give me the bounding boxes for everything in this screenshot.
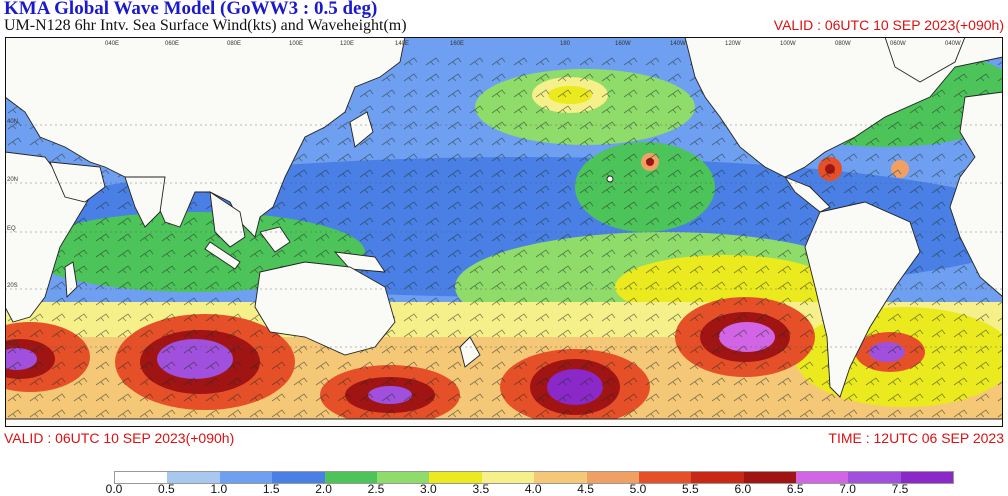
- color-legend: [114, 471, 955, 484]
- lon-label: 120W: [725, 41, 741, 47]
- legend-label: 6.5: [786, 482, 804, 496]
- lon-label: 120E: [340, 41, 354, 47]
- legend-label: 4.0: [524, 482, 542, 496]
- legend-swatch: [167, 472, 220, 483]
- land-new-guinea: [333, 251, 386, 273]
- legend-label: 0.0: [105, 482, 123, 496]
- lon-label: 140W: [670, 41, 686, 47]
- map-subtitle: UM-N128 6hr Intv. Sea Surface Wind(kts) …: [4, 17, 407, 34]
- lat-label: 20S: [7, 283, 18, 289]
- land-indochina: [209, 191, 246, 248]
- legend-label: 3.5: [472, 482, 490, 496]
- lon-label: 040E: [105, 41, 119, 47]
- lat-label: 40S: [7, 341, 18, 347]
- legend-swatch: [429, 472, 482, 483]
- valid-time-top: VALID : 06UTC 10 SEP 2023(+090h): [773, 17, 1004, 33]
- legend-label: 1.5: [262, 482, 280, 496]
- land-india: [124, 176, 166, 228]
- legend-label: 4.5: [577, 482, 594, 496]
- lon-label: 040W: [945, 41, 961, 47]
- legend-label: 2.5: [367, 482, 385, 496]
- legend-label: 7.5: [891, 482, 909, 496]
- legend-labels: 0.0 0.5 1.0 1.5 2.0 2.5 3.0 3.5 4.0 4.5 5.0 5.5 6.0 6…: [0, 482, 1008, 496]
- legend-swatch: [376, 472, 430, 483]
- lat-label: 20N: [7, 177, 18, 183]
- legend-swatch: [481, 472, 535, 483]
- lon-label: 100W: [780, 41, 796, 47]
- legend-swatch: [219, 472, 273, 483]
- legend-label: 5.0: [629, 482, 647, 496]
- lat-label: EQ: [7, 226, 16, 232]
- lat-ticks: 40N 20N EQ 20S 40S: [7, 119, 18, 347]
- lon-label: 060W: [890, 41, 906, 47]
- legend-label: 6.0: [734, 482, 752, 496]
- lon-label: 060E: [165, 41, 179, 47]
- lon-label: 080W: [835, 41, 851, 47]
- legend-label: 3.0: [420, 482, 437, 496]
- land-borneo: [259, 226, 291, 253]
- lon-label: 100E: [289, 41, 303, 47]
- land-arabia: [49, 161, 106, 203]
- land-madagascar: [64, 261, 78, 299]
- legend-label: 7.0: [839, 482, 856, 496]
- map-frame: [5, 37, 1003, 427]
- legend-label: 0.5: [158, 482, 175, 496]
- lon-ticks: 040E 060E 080E 100E 120E 140E 160E 180 1…: [105, 41, 961, 47]
- land-europe-africa-east: [949, 91, 1003, 298]
- init-time-bottom: TIME : 12UTC 06 SEP 2023: [828, 430, 1004, 446]
- legend-swatch: [743, 472, 797, 483]
- legend-label: 2.0: [315, 482, 332, 496]
- land-central-america: [783, 176, 831, 213]
- land-japan: [349, 111, 374, 148]
- land-masses: [5, 37, 1003, 427]
- land-greenland: [884, 37, 966, 83]
- land-south-america: [804, 201, 921, 398]
- land-new-zealand: [459, 336, 481, 368]
- land-hawaii: [606, 175, 614, 183]
- lat-label: 40N: [7, 119, 18, 125]
- lon-label: 080E: [227, 41, 241, 47]
- lon-label: 160W: [615, 41, 631, 47]
- legend-swatch: [796, 472, 849, 483]
- legend-swatch: [586, 472, 639, 483]
- legend-label: 5.5: [682, 482, 699, 496]
- legend-swatch: [324, 472, 377, 483]
- legend-swatch: [900, 472, 954, 483]
- wave-height-map: 040E 060E 080E 100E 120E 140E 160E 180 1…: [5, 37, 1003, 427]
- graticule: [5, 124, 1003, 348]
- land-sumatra: [204, 241, 241, 270]
- map-title: KMA Global Wave Model (GoWW3 : 0.5 deg): [4, 0, 378, 19]
- land-antarctica: [5, 418, 1003, 427]
- lon-label: 140E: [395, 41, 409, 47]
- lon-label: 160E: [450, 41, 464, 47]
- lon-label: 180: [560, 41, 571, 47]
- legend-swatch: [115, 472, 168, 483]
- legend-label: 1.0: [210, 482, 228, 496]
- legend-swatch: [534, 472, 587, 483]
- legend-swatch: [691, 472, 744, 483]
- valid-time-bottom: VALID : 06UTC 10 SEP 2023(+090h): [4, 430, 235, 446]
- legend-swatch: [848, 472, 901, 483]
- legend-swatch: [638, 472, 692, 483]
- legend-swatch: [272, 472, 325, 483]
